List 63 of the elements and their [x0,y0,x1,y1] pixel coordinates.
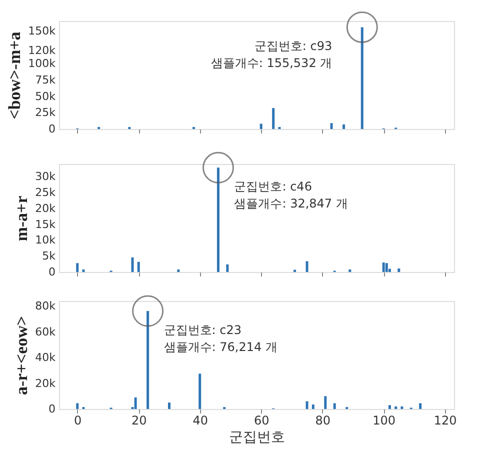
annotation: 군집번호: c93 샘플개수: 155,532 개 [210,39,332,70]
bar [137,262,140,272]
x-tick-label: 60 [254,414,270,428]
x-tick-label: 100 [372,414,396,428]
bar [342,124,346,129]
y-tick-label: 15k [35,218,56,231]
annotation: 군집번호: c23 샘플개수: 76,214 개 [164,323,278,354]
x-tick-label: 20 [131,414,147,428]
y-tick-label: 100k [28,57,56,70]
bar [385,263,388,272]
bar [146,311,150,409]
bar [131,257,134,272]
y-tick-label: 25k [35,106,56,120]
y-axis-title: m-a+r [12,195,32,242]
bar [198,374,202,409]
y-tick-label: 30k [35,170,56,184]
bar [348,269,352,272]
x-tick-label: 80 [315,414,330,428]
x-tick-label: 40 [192,414,208,428]
y-tick-label: 10k [35,234,56,247]
annotation: 군집번호: c46 샘플개수: 32,847 개 [234,180,348,211]
bar [419,403,422,409]
x-axis-title: 군집번호 [229,430,285,446]
bar [306,261,308,272]
x-tick-label: 0 [74,414,82,428]
bar [360,27,364,129]
x-tick-label: 120 [434,414,457,428]
bar [312,404,314,409]
bar [76,263,79,272]
bar [306,401,308,409]
bar [388,405,391,409]
bar [333,403,336,409]
y-axis-title: a-r+<eow> [12,316,32,396]
bar [394,406,398,409]
y-tick-label: 20k [35,376,56,390]
bar [226,264,229,272]
y-tick-label: 20k [35,202,56,215]
y-axis-title: <bow>-m+a [5,31,24,120]
y-tick-label: 5k [42,250,56,263]
bar [324,396,327,409]
y-tick-label: 0 [48,266,56,278]
bar [82,269,85,272]
bar [272,108,275,129]
y-tick-label: 50k [35,90,56,103]
bar [398,268,400,272]
y-tick-label: 75k [35,73,56,86]
y-tick-label: 25k [35,186,56,200]
bar [330,123,333,129]
bar [382,262,385,272]
bar [216,168,220,272]
y-tick-label: 150k [28,24,56,38]
y-tick-label: 0 [48,402,56,416]
bar [76,403,79,409]
y-tick-label: 0 [48,122,56,136]
y-tick-label: 60k [35,325,56,338]
y-tick-label: 40k [35,351,56,364]
bar [400,406,404,409]
bar [134,397,137,409]
bar [168,402,170,409]
bar [260,124,262,129]
bar [177,269,180,272]
y-tick-label: 80k [35,300,56,313]
y-tick-label: 120k [28,44,56,57]
